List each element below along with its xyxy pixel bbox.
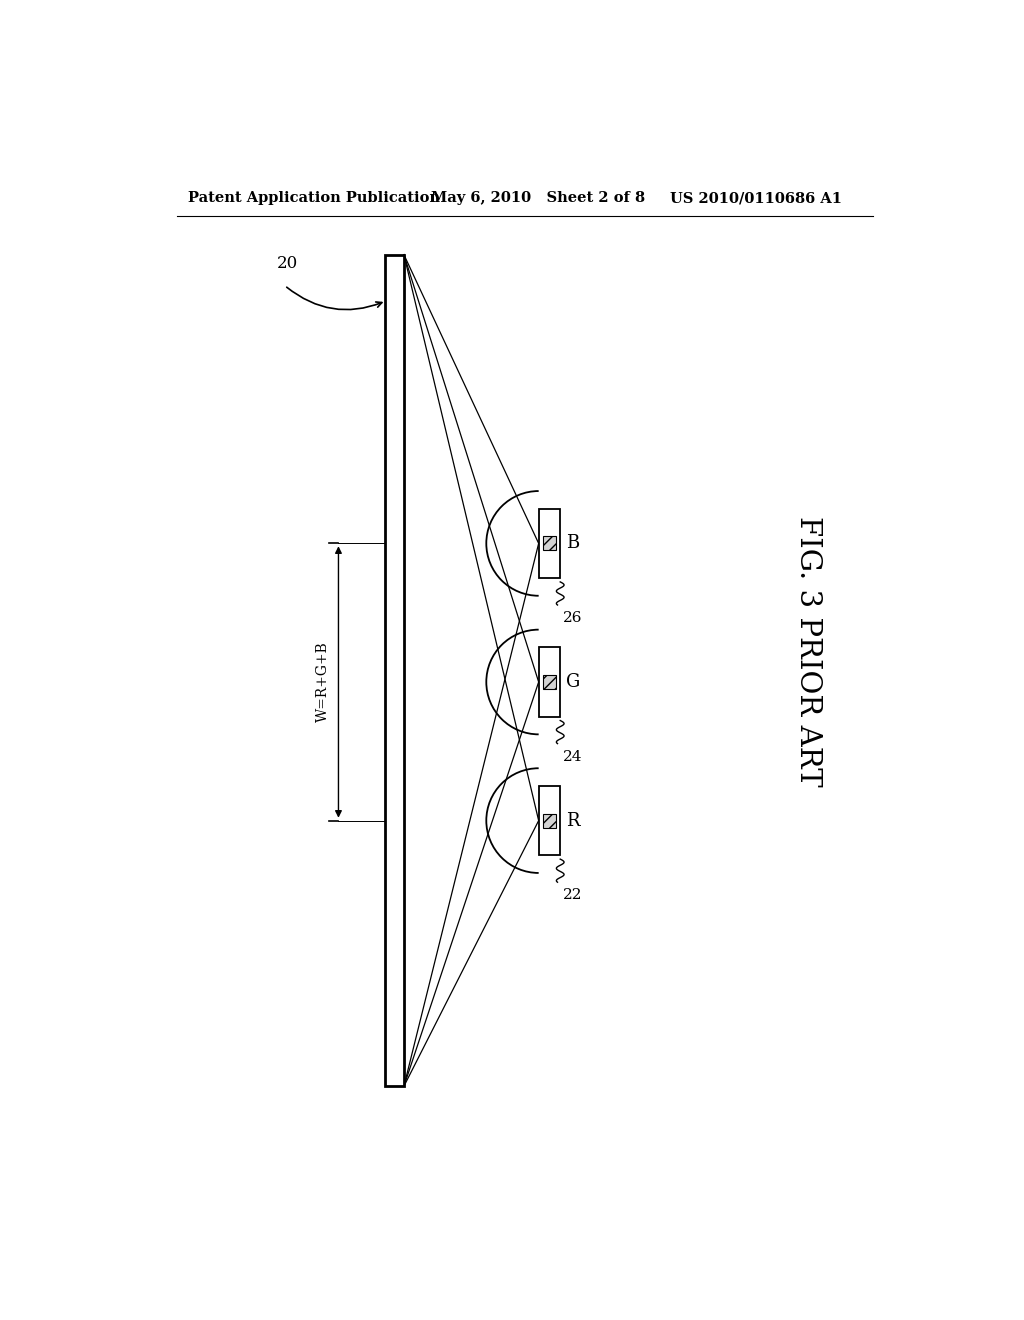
Text: US 2010/0110686 A1: US 2010/0110686 A1	[670, 191, 842, 206]
Bar	[543, 813, 556, 828]
Bar	[543, 675, 556, 689]
Text: B: B	[566, 535, 580, 552]
Text: 20: 20	[276, 255, 298, 272]
Text: FIG. 3 PRIOR ART: FIG. 3 PRIOR ART	[795, 516, 822, 787]
Text: 22: 22	[562, 888, 582, 903]
Text: W=R+G+B: W=R+G+B	[316, 642, 330, 722]
Text: May 6, 2010   Sheet 2 of 8: May 6, 2010 Sheet 2 of 8	[431, 191, 645, 206]
Bar	[539, 785, 560, 855]
Bar	[539, 647, 560, 717]
Bar	[539, 508, 560, 578]
Text: 24: 24	[562, 750, 582, 764]
Bar	[543, 536, 556, 550]
Bar	[385, 255, 403, 1086]
Text: G: G	[566, 673, 581, 690]
Text: Patent Application Publication: Patent Application Publication	[188, 191, 440, 206]
Text: R: R	[566, 812, 580, 829]
Text: 26: 26	[562, 611, 582, 626]
